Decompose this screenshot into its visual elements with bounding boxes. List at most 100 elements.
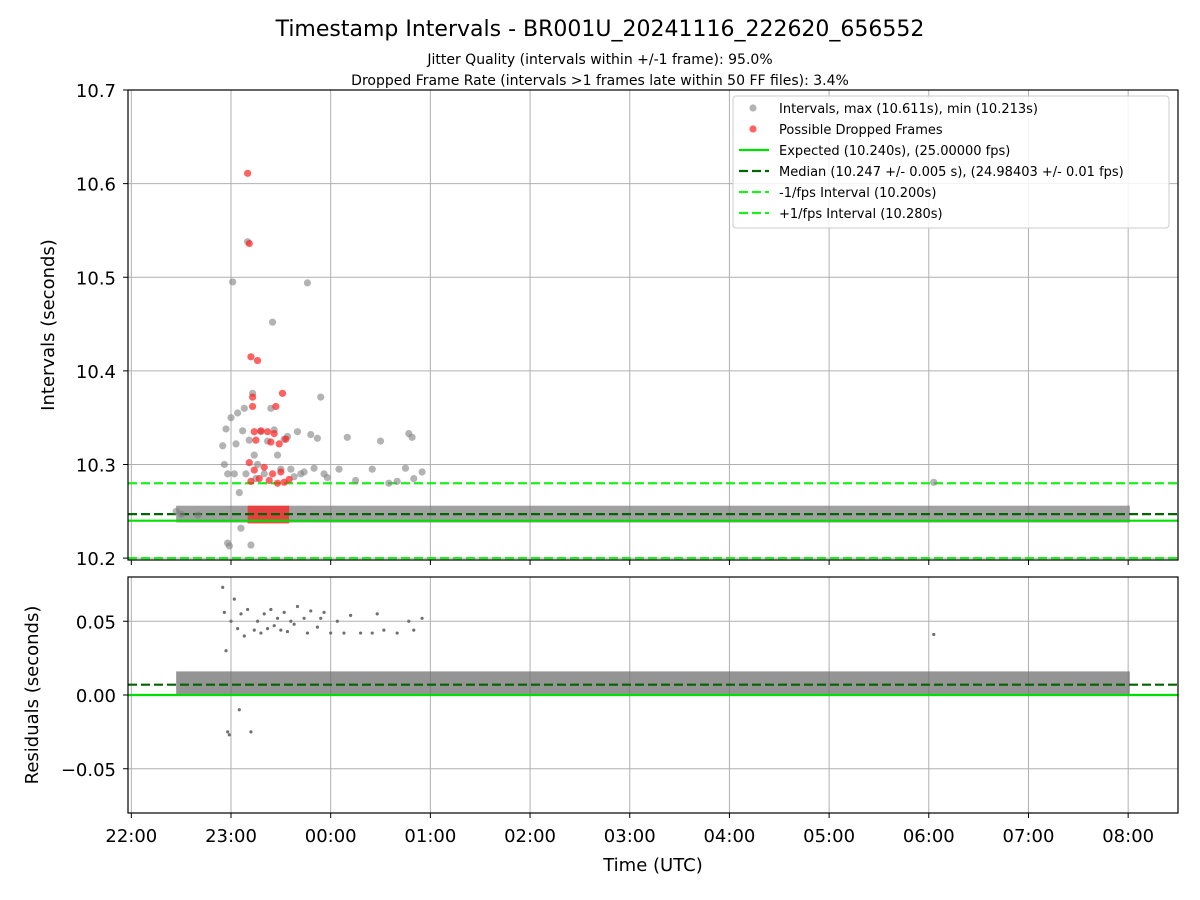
interval-point [393, 477, 401, 485]
interval-point [352, 476, 360, 485]
residual-point [375, 612, 379, 616]
residual-point [259, 631, 263, 635]
interval-point [224, 470, 232, 478]
interval-point [307, 430, 315, 439]
interval-point [240, 404, 248, 412]
interval-point [376, 437, 385, 445]
bottom-y-tick-label: −0.05 [61, 760, 116, 781]
bottom-points [221, 585, 936, 737]
x-tick-label: 03:00 [604, 826, 656, 847]
residual-point [265, 627, 270, 631]
residual-point [242, 634, 246, 638]
legend-label: Intervals, max (10.611s), min (10.213s) [779, 102, 1038, 117]
dropped-frame-point [263, 428, 272, 436]
bottom-panel: −0.05 0.00 0.05 22:00 23:00 00:00 01:00 02:00 0… [22, 576, 1179, 876]
legend-label: Median (10.247 +/- 0.005 s), (24.98403 +… [779, 165, 1124, 180]
dropped-frame-point [250, 428, 258, 436]
interval-point [310, 464, 318, 472]
interval-point [242, 470, 250, 478]
bottom-reference-lines [128, 683, 1178, 697]
interval-point [268, 318, 277, 326]
top-y-axis-label: Intervals (seconds) [38, 239, 59, 411]
residual-point [227, 733, 231, 737]
residual-point [349, 613, 353, 617]
residual-point [295, 604, 300, 609]
residual-point [272, 624, 276, 628]
interval-point [227, 414, 235, 422]
dropped-frame-point [244, 169, 252, 177]
residual-point [262, 612, 266, 616]
residual-point [239, 612, 243, 616]
interval-point [343, 433, 351, 441]
dropped-frame-point [275, 440, 283, 448]
residual-point [395, 631, 399, 635]
top-panel: 10.2 10.3 10.4 10.5 10.6 10.7 Intervals (seco… [38, 81, 1179, 570]
bottom-y-ticks: −0.05 0.00 0.05 [61, 612, 128, 781]
interval-point [239, 427, 247, 435]
residual-point [226, 730, 230, 734]
interval-point [418, 468, 426, 476]
dropped-frame-point [253, 356, 262, 365]
residual-point [322, 610, 326, 615]
residual-point [237, 708, 241, 712]
x-tick-label: 08:00 [1102, 826, 1154, 847]
interval-point [323, 474, 331, 482]
interval-point [335, 465, 343, 473]
interval-point [235, 488, 243, 497]
interval-point [300, 468, 308, 476]
residual-point [407, 619, 411, 623]
interval-point [368, 465, 376, 473]
residual-point [370, 631, 374, 635]
interval-point [194, 511, 202, 519]
interval-point [401, 464, 410, 472]
top-y-tick-label: 10.5 [76, 268, 116, 289]
dropped-frame-point [250, 466, 258, 474]
x-tick-label: 02:00 [504, 826, 556, 847]
residual-point [255, 619, 260, 623]
residual-point [224, 649, 228, 653]
residual-point [221, 585, 225, 589]
interval-point [245, 436, 253, 444]
residual-point [229, 619, 233, 623]
x-tick-label: 01:00 [404, 826, 456, 847]
interval-point [219, 442, 227, 450]
residual-point [292, 622, 296, 626]
x-tick-label: 06:00 [903, 826, 955, 847]
interval-point [303, 279, 312, 287]
interval-point [247, 541, 255, 549]
interval-point [293, 428, 302, 436]
interval-point [234, 409, 242, 417]
dropped-frame-point [252, 436, 260, 444]
top-y-tick-label: 10.6 [76, 175, 116, 196]
residual-point [309, 609, 313, 613]
legend-items: Intervals, max (10.611s), min (10.213s) P… [739, 102, 1124, 222]
top-y-tick-label: 10.7 [76, 81, 116, 102]
residual-point [222, 610, 226, 615]
residual-point [269, 607, 273, 612]
residual-point [382, 628, 386, 632]
interval-point [313, 434, 321, 442]
residual-point [329, 631, 333, 635]
interval-point [230, 470, 238, 478]
top-reference-lines [128, 482, 1178, 560]
bottom-y-axis-label: Residuals (seconds) [22, 606, 43, 785]
dropped-frame-point [278, 389, 287, 397]
residual-point [358, 631, 363, 635]
residual-point [412, 628, 416, 632]
dropped-frame-point [282, 435, 290, 443]
legend-label: Possible Dropped Frames [779, 123, 943, 138]
interval-point [287, 465, 295, 473]
top-y-tick-label: 10.3 [76, 456, 116, 477]
dropped-frame-dense-band [247, 505, 290, 524]
residual-point [315, 625, 319, 629]
top-axes-frame [127, 89, 1179, 561]
bottom-y-tick-label: 0.00 [76, 686, 116, 707]
dropped-frame-point [260, 463, 268, 471]
dropped-frame-point [257, 427, 265, 435]
interval-point [253, 460, 262, 469]
dropped-frame-point [280, 478, 288, 486]
legend: Intervals, max (10.611s), min (10.213s) P… [732, 95, 1170, 229]
top-points [172, 169, 938, 550]
residual-point [246, 607, 250, 612]
dropped-frame-point [247, 353, 255, 361]
